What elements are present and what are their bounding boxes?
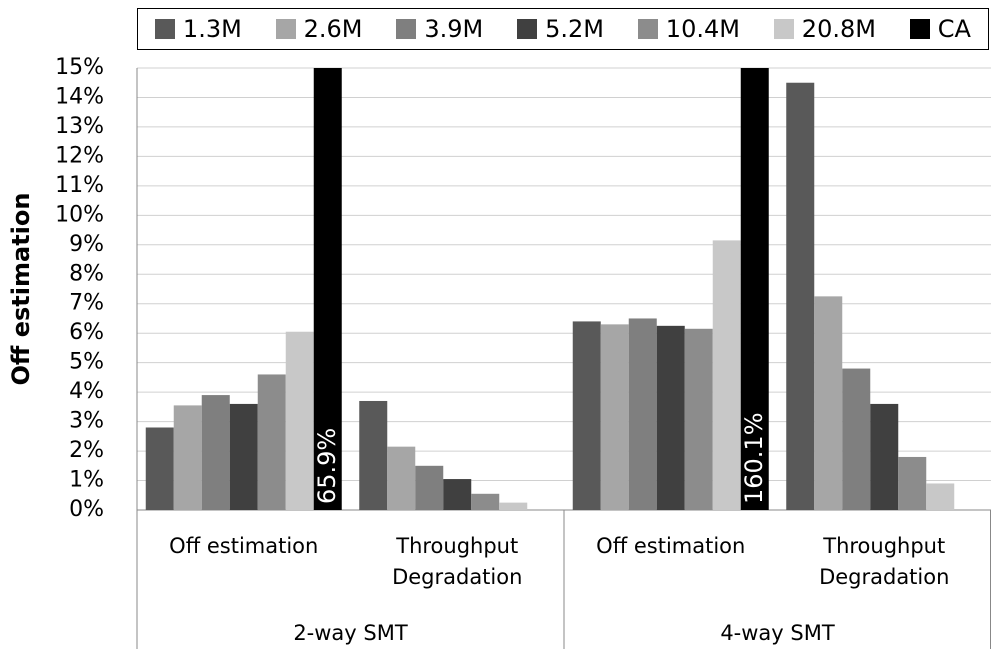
x-tick-label: Throughput Degradation bbox=[392, 534, 523, 589]
legend-item: CA bbox=[909, 15, 971, 43]
bar bbox=[814, 296, 843, 510]
legend-swatch bbox=[909, 19, 930, 39]
legend-label: 1.3M bbox=[182, 15, 242, 43]
y-tick-label: 13% bbox=[55, 114, 104, 139]
bar bbox=[229, 403, 258, 510]
legend-label: CA bbox=[937, 15, 971, 43]
bar bbox=[173, 405, 202, 510]
legend-label: 20.8M bbox=[801, 15, 876, 43]
bar bbox=[313, 68, 342, 510]
bar bbox=[786, 82, 815, 510]
y-tick-label: 4% bbox=[69, 379, 104, 404]
y-tick-label: 11% bbox=[55, 173, 104, 198]
bar bbox=[285, 331, 314, 510]
bar bbox=[471, 493, 500, 510]
x-tick-label: Off estimation bbox=[596, 534, 746, 558]
y-tick-label: 0% bbox=[69, 497, 104, 522]
legend-swatch bbox=[773, 19, 794, 39]
data-label: 160.1% bbox=[740, 412, 768, 504]
legend-item: 5.2M bbox=[517, 15, 604, 43]
legend-swatch bbox=[275, 19, 296, 39]
y-axis-title: Off estimation bbox=[7, 193, 35, 386]
bar bbox=[443, 479, 472, 510]
bar bbox=[870, 403, 899, 510]
y-tick-label: 6% bbox=[69, 320, 104, 345]
bar bbox=[656, 325, 685, 510]
group-label: 4-way SMT bbox=[720, 621, 835, 645]
y-tick-label: 10% bbox=[55, 202, 104, 227]
bar bbox=[499, 502, 528, 510]
y-tick-label: 1% bbox=[69, 468, 104, 493]
bar bbox=[926, 483, 955, 510]
bar bbox=[145, 427, 174, 510]
legend-swatch bbox=[154, 19, 175, 39]
bar bbox=[684, 328, 713, 510]
legend: 1.3M 2.6M 3.9M 5.2M 10.4M 20.8M CA bbox=[137, 8, 989, 50]
legend-label: 2.6M bbox=[303, 15, 363, 43]
legend-item: 1.3M bbox=[154, 15, 242, 43]
data-label: 65.9% bbox=[313, 428, 341, 504]
legend-swatch bbox=[396, 19, 417, 39]
legend-label: 3.9M bbox=[424, 15, 484, 43]
bar bbox=[572, 321, 601, 510]
bar bbox=[842, 368, 871, 510]
bar bbox=[712, 240, 741, 510]
bar bbox=[628, 318, 657, 510]
plot-area bbox=[145, 68, 955, 510]
y-tick-label: 9% bbox=[69, 232, 104, 257]
y-tick-label: 5% bbox=[69, 350, 104, 375]
y-tick-label: 14% bbox=[55, 84, 104, 109]
legend-swatch bbox=[517, 19, 538, 39]
bar bbox=[201, 395, 230, 510]
legend-label: 10.4M bbox=[665, 15, 740, 43]
legend-item: 10.4M bbox=[637, 15, 740, 43]
y-tick-label: 2% bbox=[69, 438, 104, 463]
y-tick-label: 12% bbox=[55, 143, 104, 168]
y-tick-label: 8% bbox=[69, 261, 104, 286]
bar bbox=[415, 465, 444, 510]
x-tick-label: Throughput Degradation bbox=[819, 534, 950, 589]
x-tick-label: Off estimation bbox=[169, 534, 319, 558]
bar bbox=[898, 456, 927, 510]
y-tick-label: 3% bbox=[69, 409, 104, 434]
bar bbox=[359, 400, 388, 510]
group-label: 2-way SMT bbox=[293, 621, 408, 645]
y-tick-label: 15% bbox=[55, 55, 104, 80]
bar bbox=[387, 446, 416, 510]
legend-item: 2.6M bbox=[275, 15, 363, 43]
y-tick-label: 7% bbox=[69, 291, 104, 316]
bar bbox=[600, 324, 629, 510]
legend-item: 20.8M bbox=[773, 15, 876, 43]
legend-item: 3.9M bbox=[396, 15, 483, 43]
legend-label: 5.2M bbox=[545, 15, 604, 43]
bar bbox=[257, 374, 286, 510]
legend-swatch bbox=[637, 19, 658, 39]
bar bbox=[740, 68, 769, 510]
